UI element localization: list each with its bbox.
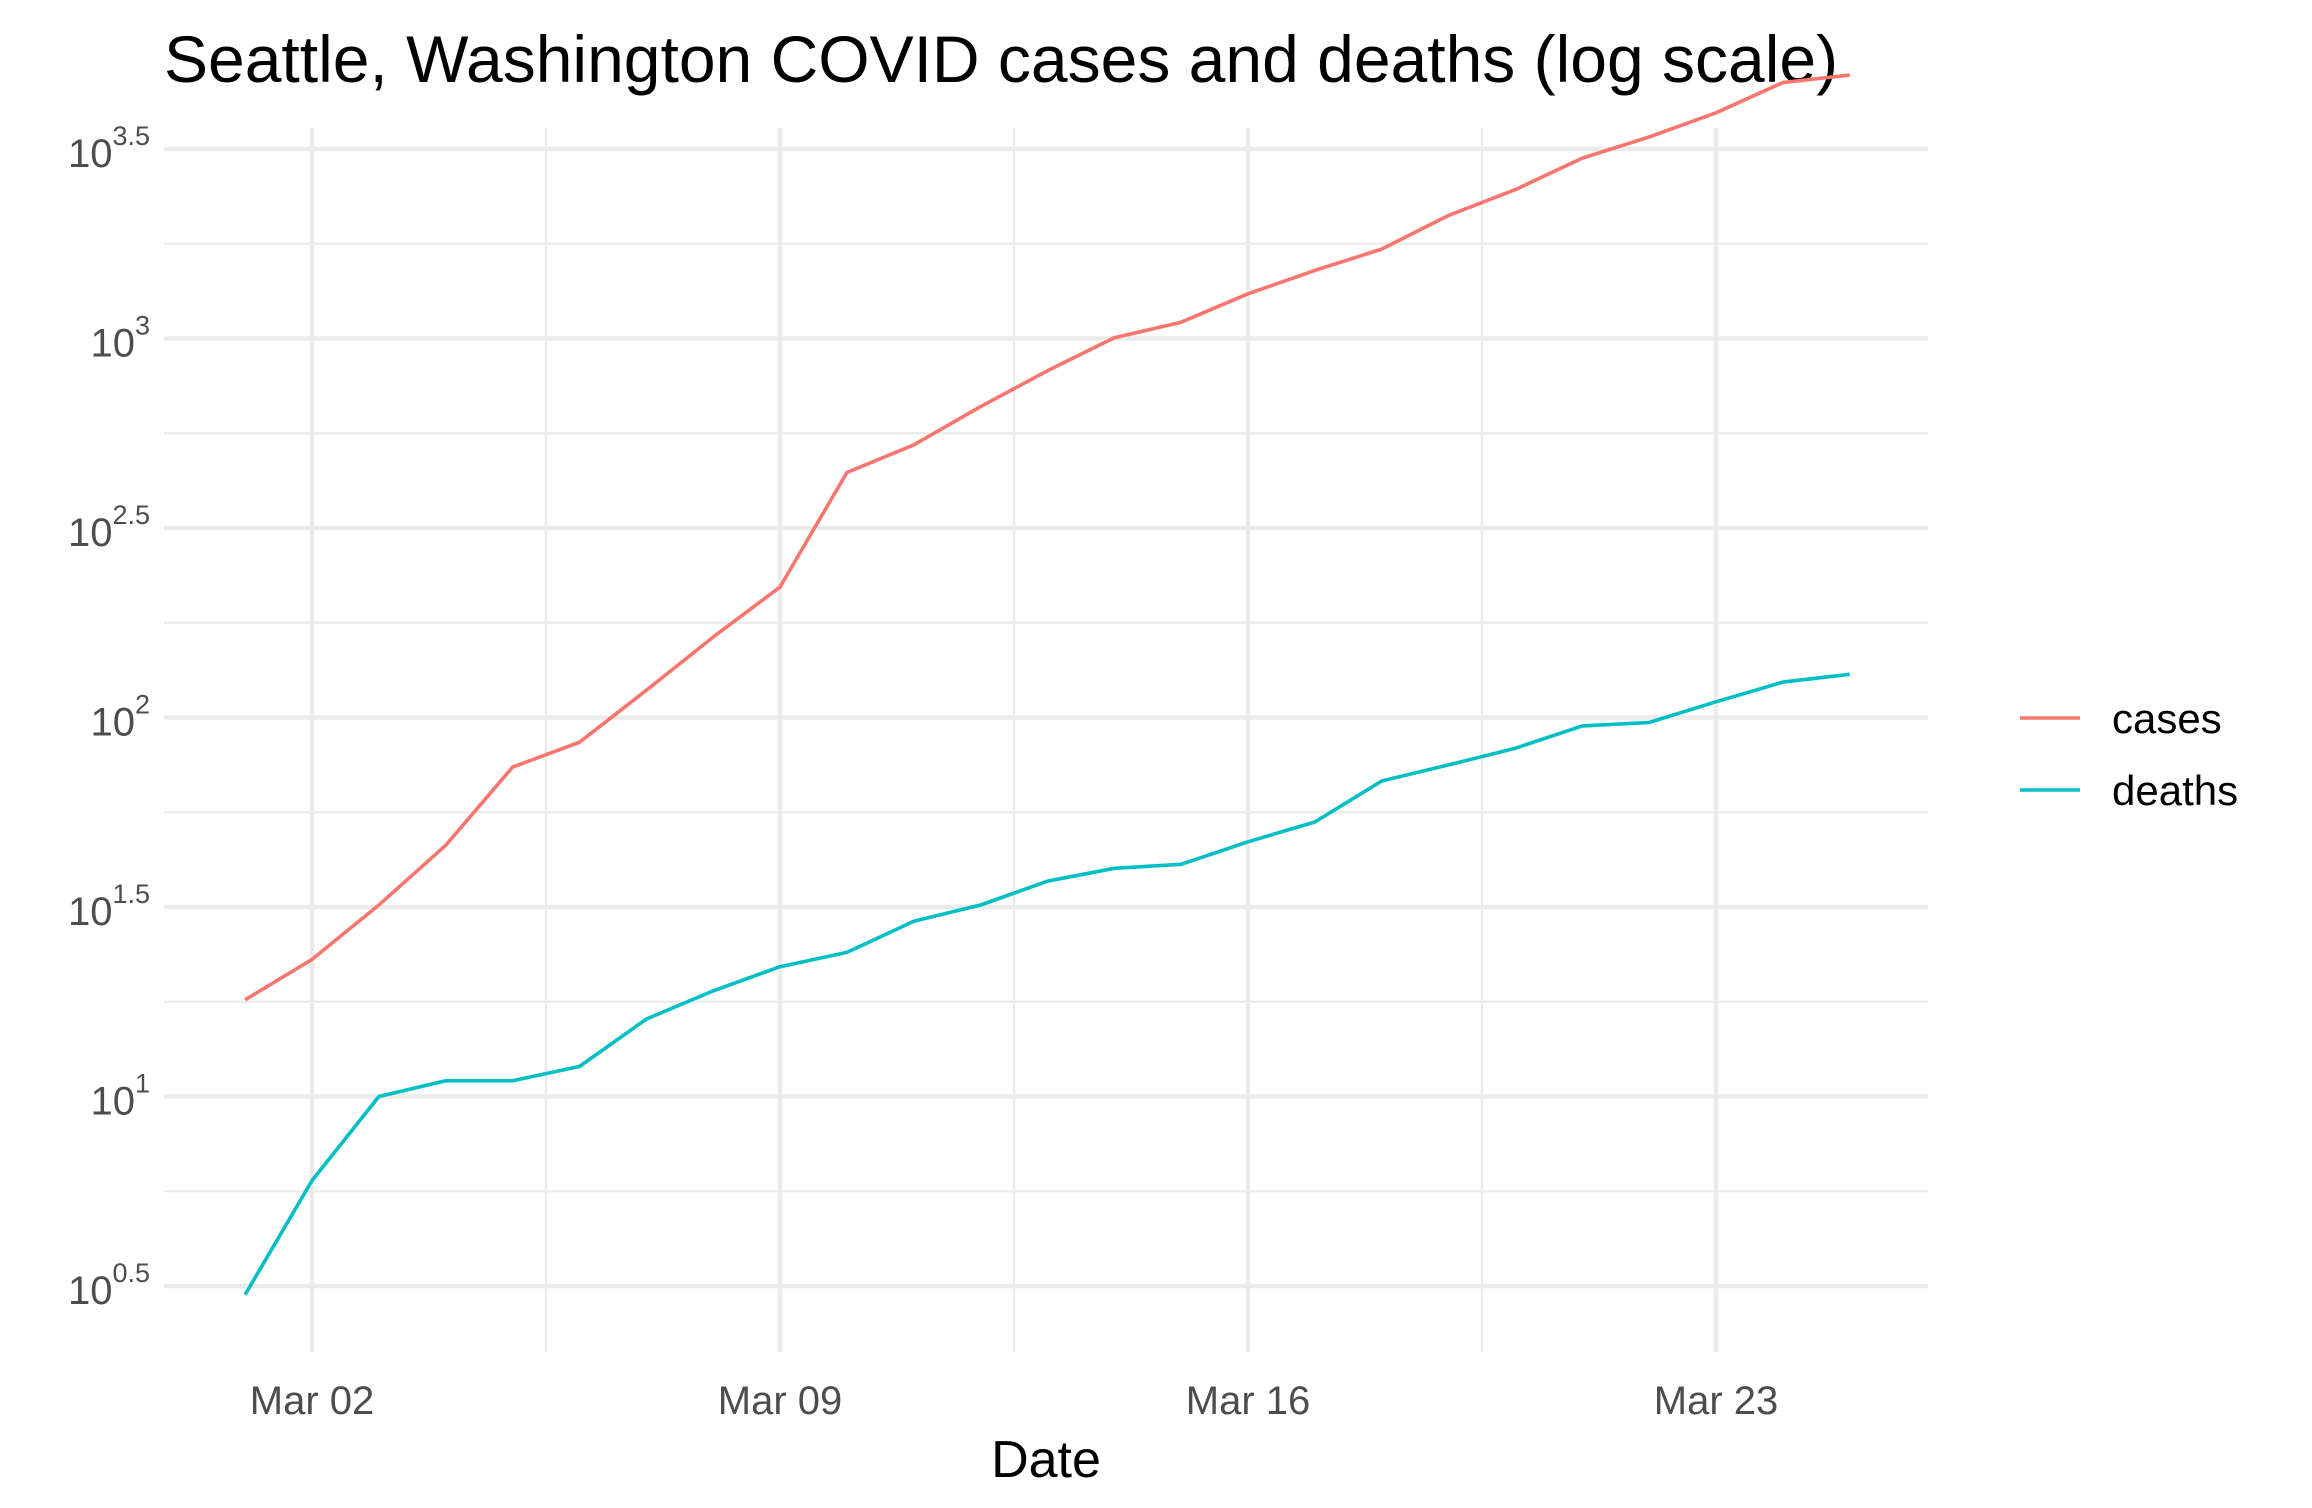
series-line-cases xyxy=(244,73,1850,1002)
y-tick-label: 103.5 xyxy=(68,121,150,176)
x-tick-label: Mar 09 xyxy=(718,1379,843,1423)
y-axis-ticks: 100.5 101 101.5 102 102.5 103 103.5 xyxy=(68,121,150,1313)
x-tick-label: Mar 02 xyxy=(250,1379,375,1423)
grid xyxy=(164,128,1928,1352)
x-axis-ticks: Mar 02 Mar 09 Mar 16 Mar 23 xyxy=(250,1379,1779,1423)
legend: cases deaths xyxy=(2020,695,2238,814)
y-tick-label: 102 xyxy=(90,690,150,745)
y-tick-label: 101 xyxy=(90,1069,150,1124)
x-tick-label: Mar 16 xyxy=(1186,1379,1311,1423)
y-tick-label: 100.5 xyxy=(68,1258,150,1313)
y-tick-label: 103 xyxy=(90,311,150,366)
x-axis-title: Date xyxy=(991,1431,1101,1489)
chart-title: Seattle, Washington COVID cases and deat… xyxy=(164,22,1838,96)
y-tick-label: 102.5 xyxy=(68,500,150,555)
x-tick-label: Mar 23 xyxy=(1654,1379,1779,1423)
legend-label-deaths: deaths xyxy=(2112,767,2238,814)
series-line-deaths xyxy=(243,672,1850,1296)
y-tick-label: 101.5 xyxy=(68,879,150,934)
series-lines xyxy=(243,73,1850,1296)
legend-label-cases: cases xyxy=(2112,695,2222,742)
